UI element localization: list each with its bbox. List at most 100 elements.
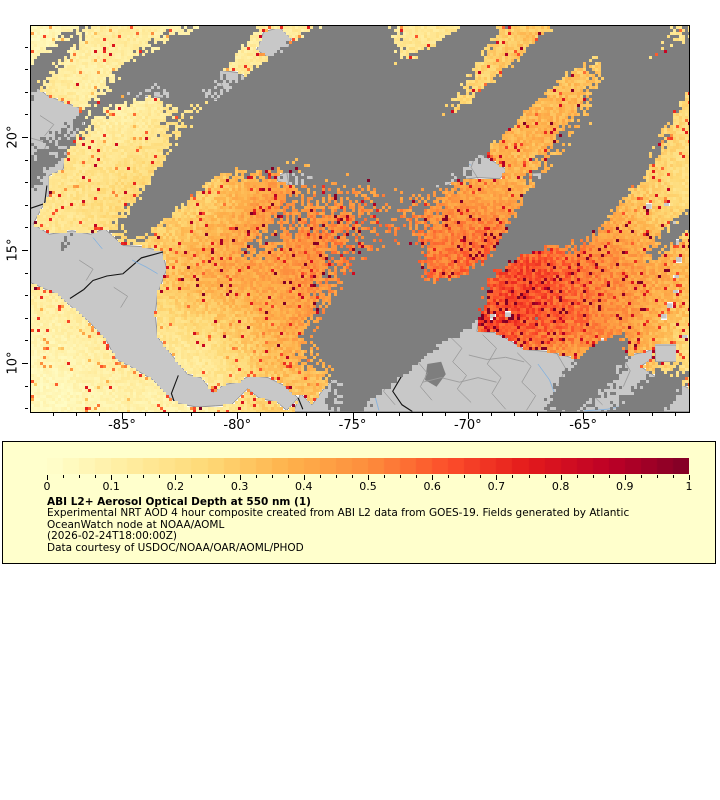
- colorbar-minor-tick: [384, 475, 386, 478]
- lon-minor-tick: [145, 413, 147, 416]
- lat-minor-tick: [25, 182, 28, 184]
- lon-minor-tick: [583, 413, 585, 416]
- lon-minor-tick: [398, 413, 400, 416]
- colorbar-minor-tick: [127, 475, 129, 478]
- lon-minor-tick: [52, 413, 54, 416]
- colorbar-tick-label: 0.9: [616, 480, 634, 493]
- lat-tick-label: 20°: [5, 125, 21, 149]
- lon-tick-label: -65°: [569, 418, 597, 433]
- lon-minor-tick: [121, 413, 123, 416]
- colorbar-major-tick: [496, 475, 498, 480]
- colorbar-minor-tick: [255, 475, 257, 478]
- lon-major-tick: [583, 413, 585, 419]
- colorbar-minor-tick: [448, 475, 450, 478]
- lon-major-tick: [467, 413, 469, 419]
- lat-minor-tick: [25, 385, 28, 387]
- lon-minor-tick: [168, 413, 170, 416]
- colorbar-minor-tick: [351, 475, 353, 478]
- colorbar: [47, 458, 689, 474]
- lat-minor-tick: [25, 317, 28, 319]
- colorbar-minor-tick: [335, 475, 337, 478]
- legend-caption: ABI L2+ Aerosol Optical Depth at 550 nm …: [47, 496, 697, 554]
- lon-major-tick: [237, 413, 239, 419]
- lat-minor-tick: [25, 159, 28, 161]
- lon-minor-tick: [652, 413, 654, 416]
- lat-minor-tick: [25, 408, 28, 410]
- colorbar-major-tick: [624, 475, 626, 480]
- lon-minor-tick: [421, 413, 423, 416]
- colorbar-major-tick: [175, 475, 177, 480]
- colorbar-tick-label: 0.2: [166, 480, 185, 493]
- colorbar-minor-tick: [544, 475, 546, 478]
- lat-minor-tick: [25, 69, 28, 71]
- colorbar-tick-label: 0: [43, 480, 51, 493]
- lat-minor-tick: [25, 295, 28, 297]
- colorbar-minor-tick: [608, 475, 610, 478]
- colorbar-tick-label: 0.1: [102, 480, 120, 493]
- lon-minor-tick: [490, 413, 492, 416]
- lat-minor-tick: [25, 46, 28, 48]
- colorbar-tick-label: 0.7: [487, 480, 506, 493]
- lon-minor-tick: [513, 413, 515, 416]
- lat-minor-tick: [25, 137, 28, 139]
- colorbar-major-tick: [432, 475, 434, 480]
- colorbar-minor-tick: [159, 475, 161, 478]
- lon-minor-tick: [75, 413, 77, 416]
- lon-tick-label: -75°: [338, 418, 367, 433]
- lon-minor-tick: [237, 413, 239, 416]
- colorbar-minor-tick: [416, 475, 418, 478]
- colorbar-minor-tick: [63, 475, 65, 478]
- colorbar-minor-tick: [576, 475, 578, 478]
- lon-minor-tick: [444, 413, 446, 416]
- lon-minor-tick: [560, 413, 562, 416]
- legend-caption-line: (2026-02-24T18:00:00Z): [47, 530, 177, 543]
- colorbar-minor-tick: [528, 475, 530, 478]
- lat-minor-tick: [25, 250, 28, 252]
- colorbar-minor-tick: [79, 475, 81, 478]
- lon-major-tick: [121, 413, 123, 419]
- colorbar-major-tick: [239, 475, 241, 480]
- legend-panel: 0 0.1 0.2 0.3 0.4 0.5 0.6 0.7 0.8 0.9 1 ABI L2+ Ae…: [2, 441, 716, 564]
- lon-minor-tick: [283, 413, 285, 416]
- lon-major-tick: [352, 413, 354, 419]
- lon-minor-tick: [606, 413, 608, 416]
- colorbar-tick-label: 0.3: [230, 480, 249, 493]
- lat-major-tick: [22, 250, 28, 252]
- lat-minor-tick: [25, 227, 28, 229]
- lon-minor-tick: [375, 413, 377, 416]
- colorbar-minor-tick: [319, 475, 321, 478]
- lon-minor-tick: [536, 413, 538, 416]
- legend-caption-line: OceanWatch node at NOAA/AOML: [47, 518, 225, 531]
- lon-minor-tick: [191, 413, 193, 416]
- colorbar-minor-tick: [207, 475, 209, 478]
- lon-tick-label: -85°: [108, 418, 136, 433]
- colorbar-minor-tick: [464, 475, 466, 478]
- lon-minor-tick: [352, 413, 354, 416]
- lat-major-tick: [22, 363, 28, 365]
- colorbar-tick-label: 0.6: [423, 480, 441, 493]
- lon-tick-label: -70°: [453, 418, 482, 433]
- colorbar-minor-tick: [512, 475, 514, 478]
- colorbar-tick-label: 0.4: [295, 480, 313, 493]
- colorbar-minor-tick: [95, 475, 97, 478]
- legend-caption-line: Data courtesy of USDOC/NOAA/OAR/AOML/PHO…: [47, 541, 304, 554]
- aod-map-canvas: [31, 26, 689, 412]
- colorbar-minor-tick: [400, 475, 402, 478]
- lat-minor-tick: [25, 340, 28, 342]
- lat-minor-tick: [25, 272, 28, 274]
- lat-major-tick: [22, 137, 28, 139]
- lon-minor-tick: [214, 413, 216, 416]
- lon-minor-tick: [629, 413, 631, 416]
- colorbar-tick-label: 1: [685, 480, 693, 493]
- colorbar-tick-label: 0.5: [359, 480, 377, 493]
- colorbar-major-tick: [689, 475, 690, 480]
- colorbar-major-tick: [111, 475, 113, 480]
- colorbar-minor-tick: [191, 475, 193, 478]
- lat-minor-tick: [25, 204, 28, 206]
- lon-tick-label: -80°: [223, 418, 252, 433]
- colorbar-major-tick: [368, 475, 369, 480]
- colorbar-tick-label: 0.8: [551, 480, 570, 493]
- colorbar-minor-tick: [287, 475, 289, 478]
- colorbar-major-tick: [303, 475, 305, 480]
